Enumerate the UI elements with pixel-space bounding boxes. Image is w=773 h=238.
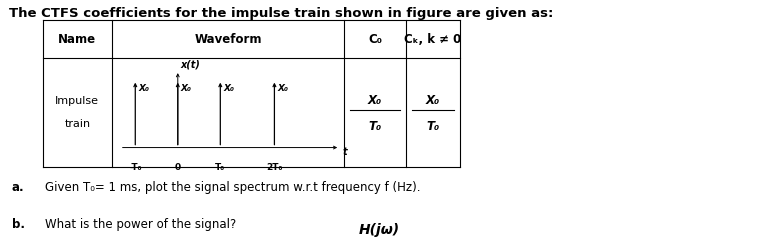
Text: T₀: T₀ xyxy=(427,120,439,133)
Text: X₀: X₀ xyxy=(278,84,288,94)
Text: What is the power of the signal?: What is the power of the signal? xyxy=(45,218,236,231)
Text: t: t xyxy=(342,147,347,157)
Text: -T₀: -T₀ xyxy=(129,163,141,172)
Text: T₀: T₀ xyxy=(369,120,381,133)
Text: X₀: X₀ xyxy=(223,84,234,94)
Text: T₀: T₀ xyxy=(215,163,226,172)
Text: x(t): x(t) xyxy=(181,59,201,69)
Text: Name: Name xyxy=(58,33,97,46)
Text: 2T₀: 2T₀ xyxy=(266,163,283,172)
Text: X₀: X₀ xyxy=(426,94,440,107)
Text: X₀: X₀ xyxy=(181,84,192,94)
Text: Impulse: Impulse xyxy=(56,95,99,106)
Text: X₀: X₀ xyxy=(138,84,149,94)
Text: 0: 0 xyxy=(175,163,181,172)
Text: train: train xyxy=(64,119,90,129)
Text: H(jω): H(jω) xyxy=(358,223,400,237)
Text: b.: b. xyxy=(12,218,25,231)
Text: a.: a. xyxy=(12,181,24,194)
Text: Waveform: Waveform xyxy=(194,33,262,46)
Text: Given T₀= 1 ms, plot the signal spectrum w.r.t frequency f (Hz).: Given T₀= 1 ms, plot the signal spectrum… xyxy=(45,181,421,194)
Text: The CTFS coefficients for the impulse train shown in figure are given as:: The CTFS coefficients for the impulse tr… xyxy=(9,7,553,20)
Text: C₀: C₀ xyxy=(368,33,382,46)
Text: X₀: X₀ xyxy=(368,94,382,107)
Text: Cₖ, k ≠ 0: Cₖ, k ≠ 0 xyxy=(404,33,461,46)
